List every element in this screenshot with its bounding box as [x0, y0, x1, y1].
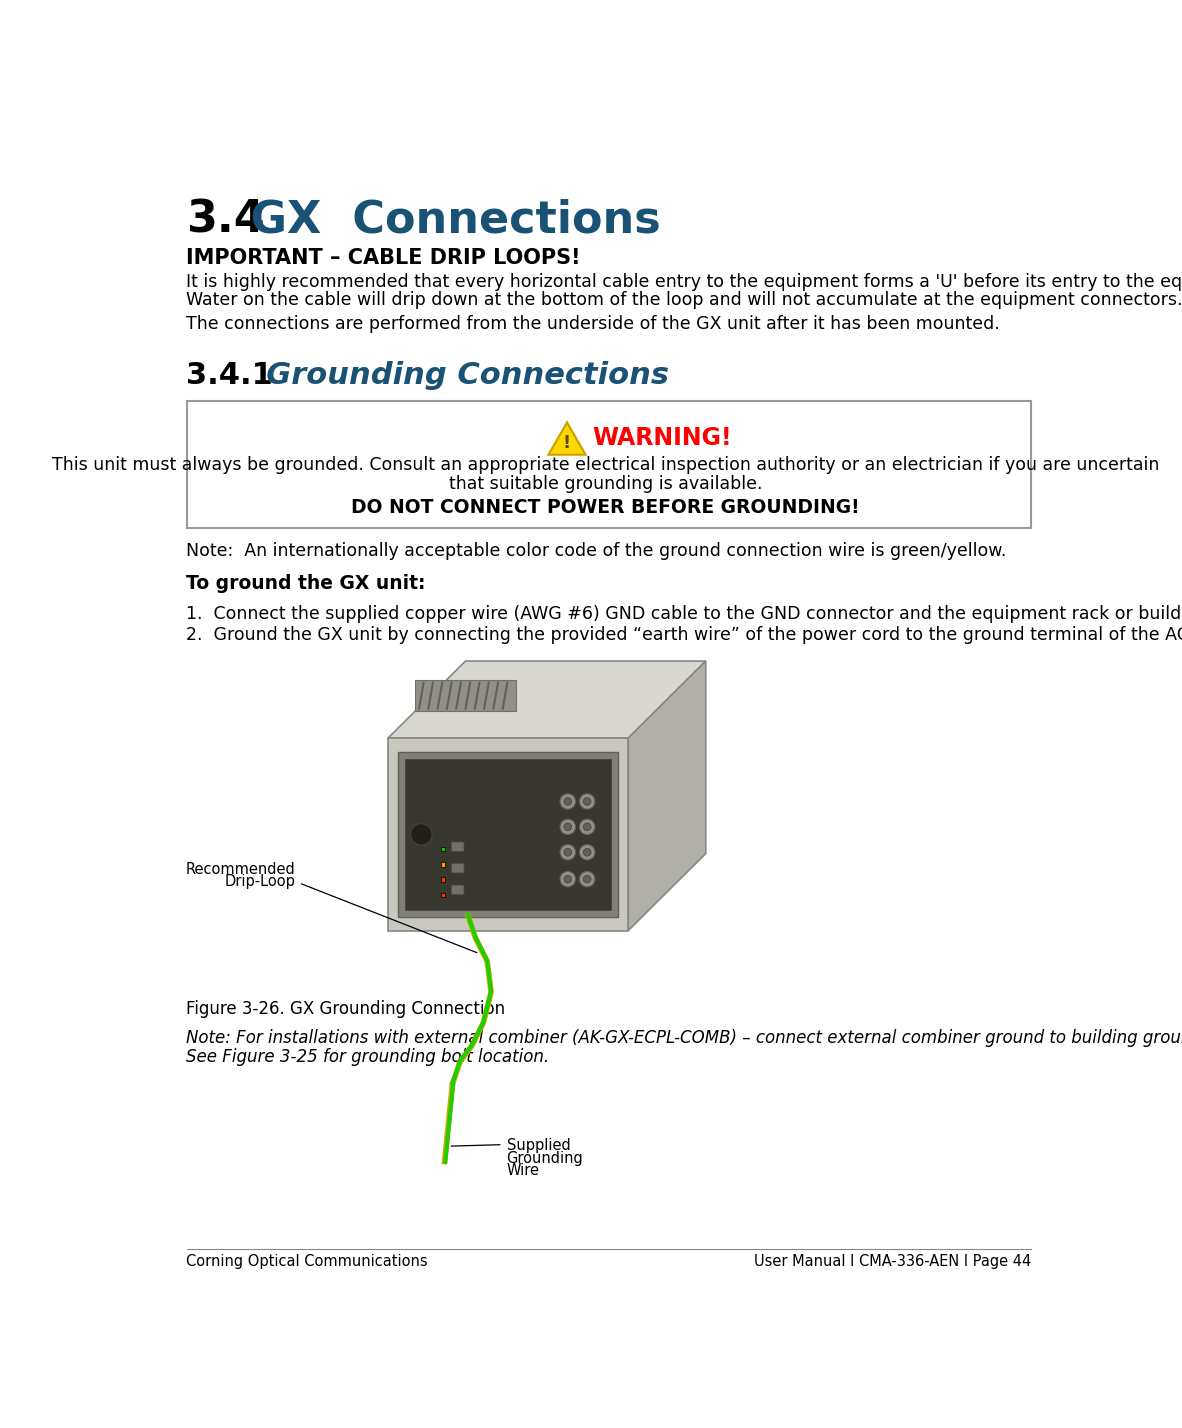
- Circle shape: [583, 823, 591, 831]
- Polygon shape: [548, 423, 585, 454]
- Text: Wire: Wire: [507, 1164, 539, 1178]
- Circle shape: [560, 871, 576, 887]
- Circle shape: [579, 844, 595, 860]
- Text: 3.4.1: 3.4.1: [187, 361, 273, 390]
- Polygon shape: [629, 661, 706, 931]
- Text: Water on the cable will drip down at the bottom of the loop and will not accumul: Water on the cable will drip down at the…: [187, 291, 1182, 310]
- Text: See Figure 3-25 for grounding bolt location.: See Figure 3-25 for grounding bolt locat…: [187, 1048, 550, 1065]
- Text: Note:  An internationally acceptable color code of the ground connection wire is: Note: An internationally acceptable colo…: [187, 541, 1007, 560]
- Text: Figure 3-26. GX Grounding Connection: Figure 3-26. GX Grounding Connection: [187, 1000, 506, 1018]
- Text: To ground the GX unit:: To ground the GX unit:: [187, 574, 426, 593]
- FancyBboxPatch shape: [441, 847, 446, 851]
- Text: This unit must always be grounded. Consult an appropriate electrical inspection : This unit must always be grounded. Consu…: [52, 457, 1160, 474]
- Text: It is highly recommended that every horizontal cable entry to the equipment form: It is highly recommended that every hori…: [187, 273, 1182, 291]
- FancyBboxPatch shape: [441, 877, 446, 883]
- Text: Note: For installations with external combiner (AK-GX-ECPL-COMB) – connect exter: Note: For installations with external co…: [187, 1030, 1182, 1047]
- FancyBboxPatch shape: [187, 401, 1031, 528]
- Circle shape: [560, 794, 576, 810]
- FancyBboxPatch shape: [405, 758, 611, 910]
- Circle shape: [564, 823, 572, 831]
- Text: Recommended: Recommended: [186, 861, 296, 877]
- Polygon shape: [388, 738, 629, 931]
- Text: IMPORTANT – CABLE DRIP LOOPS!: IMPORTANT – CABLE DRIP LOOPS!: [187, 248, 582, 268]
- FancyBboxPatch shape: [441, 863, 446, 867]
- Circle shape: [579, 794, 595, 810]
- Text: 2.  Ground the GX unit by connecting the provided “earth wire” of the power cord: 2. Ground the GX unit by connecting the …: [187, 627, 1182, 644]
- Text: User Manual I CMA-336-AEN I Page 44: User Manual I CMA-336-AEN I Page 44: [754, 1254, 1031, 1269]
- Text: that suitable grounding is available.: that suitable grounding is available.: [449, 474, 762, 493]
- Text: Drip-Loop: Drip-Loop: [225, 874, 296, 890]
- Text: Grounding Connections: Grounding Connections: [245, 361, 669, 390]
- Text: Grounding: Grounding: [507, 1151, 584, 1165]
- Circle shape: [410, 824, 433, 845]
- Circle shape: [583, 875, 591, 883]
- Text: WARNING!: WARNING!: [592, 426, 732, 450]
- Circle shape: [583, 798, 591, 805]
- Text: GX  Connections: GX Connections: [234, 198, 661, 241]
- FancyBboxPatch shape: [452, 885, 465, 894]
- Text: Supplied: Supplied: [507, 1138, 571, 1154]
- FancyBboxPatch shape: [415, 680, 515, 711]
- FancyBboxPatch shape: [452, 843, 465, 851]
- Circle shape: [560, 820, 576, 834]
- Polygon shape: [388, 661, 706, 738]
- Text: Corning Optical Communications: Corning Optical Communications: [187, 1254, 428, 1269]
- FancyBboxPatch shape: [441, 892, 446, 897]
- Text: 3.4: 3.4: [187, 198, 265, 241]
- Circle shape: [564, 798, 572, 805]
- FancyBboxPatch shape: [452, 864, 465, 873]
- Circle shape: [579, 820, 595, 834]
- Circle shape: [564, 848, 572, 857]
- Circle shape: [583, 848, 591, 857]
- Circle shape: [560, 844, 576, 860]
- FancyBboxPatch shape: [398, 753, 618, 917]
- Text: The connections are performed from the underside of the GX unit after it has bee: The connections are performed from the u…: [187, 314, 1000, 333]
- Circle shape: [564, 875, 572, 883]
- Circle shape: [579, 871, 595, 887]
- Text: DO NOT CONNECT POWER BEFORE GROUNDING!: DO NOT CONNECT POWER BEFORE GROUNDING!: [351, 498, 860, 517]
- Text: 1.  Connect the supplied copper wire (AWG #6) GND cable to the GND connector and: 1. Connect the supplied copper wire (AWG…: [187, 605, 1182, 623]
- Text: !: !: [563, 434, 571, 451]
